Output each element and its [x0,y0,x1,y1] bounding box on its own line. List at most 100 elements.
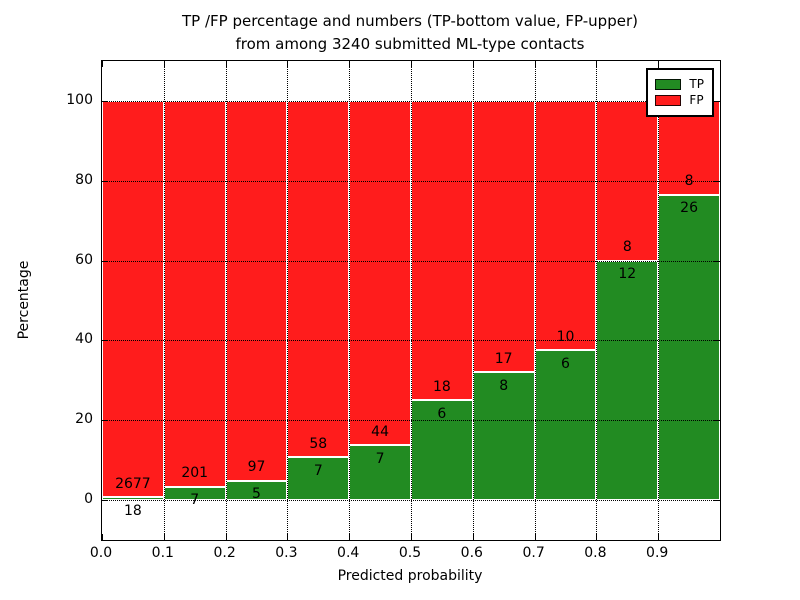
fp-count-label: 10 [556,328,575,345]
bar-labels-layer: 2677 18 201 7 97 5 58 7 44 7 18 6 17 8 10 6 8 12 8 26 [102,61,720,540]
gridline-vertical [411,61,412,540]
chart-title-line1: TP /FP percentage and numbers (TP-bottom… [182,12,638,30]
x-tick-mark [287,61,289,67]
y-tick-label: 100 [66,91,93,108]
x-tick-mark [102,534,103,540]
tp-count-label: 12 [618,266,637,283]
x-tick-mark [411,61,412,67]
y-tick-mark [102,260,108,262]
x-tick-label: 0.5 [398,545,422,561]
bar-segment-fp [102,100,164,498]
y-tick-label: 60 [75,251,93,268]
tp-count-label: 18 [123,502,142,519]
y-tick-mark [102,420,108,422]
y-tick-mark [714,260,720,262]
fp-count-label: 17 [494,350,513,367]
y-tick-mark [714,500,720,502]
x-tick-mark [287,534,289,540]
x-tick-label: 0.7 [522,545,545,561]
x-tick-label: 0.4 [337,545,360,561]
y-tick-mark [714,420,720,422]
x-tick-mark [534,534,536,540]
fp-count-label: 2677 [115,475,151,492]
x-tick-label: 0.8 [584,545,607,561]
x-tick-mark [349,534,351,540]
x-axis-label: Predicted probability [337,568,483,584]
x-tick-mark [472,534,474,540]
x-tick-label: 0.3 [275,545,298,561]
x-tick-mark [658,534,660,540]
y-tick-label: 20 [75,411,93,428]
bar-segment-tp [102,497,164,501]
y-tick-mark [714,340,720,342]
y-tick-label: 0 [84,491,93,508]
bar-segment-tp [534,350,597,501]
bar-segment-tp [472,372,535,501]
tp-count-label: 7 [375,450,385,467]
fp-count-label: 97 [247,458,266,475]
chart-title-line2: from among 3240 submitted ML-type contac… [235,35,585,53]
tp-count-label: 7 [313,462,323,479]
legend-label-tp: TP [689,77,704,91]
x-tick-mark [596,534,598,540]
tp-count-label: 7 [190,492,200,509]
fp-count-label: 44 [371,423,390,440]
x-tick-label: 0.1 [151,545,174,561]
fp-count-label: 18 [432,378,451,395]
fp-count-label: 58 [309,435,328,452]
fp-count-label: 8 [684,173,694,190]
bar-segment-fp [411,100,473,401]
tp-count-label: 26 [680,200,699,217]
x-tick-mark [411,534,412,540]
x-tick-mark [102,61,103,67]
x-tick-mark [163,61,165,67]
chart-title: TP /FP percentage and numbers (TP-bottom… [101,10,719,56]
bar-segment-tp [658,194,720,501]
x-tick-mark [596,61,598,67]
fp-count-label: 8 [622,239,632,255]
y-tick-label: 80 [75,171,93,188]
x-tick-mark [534,61,536,67]
tp-count-label: 8 [499,377,509,394]
bars-layer [102,61,720,540]
y-tick-mark [714,180,720,182]
gridline-vertical [658,61,660,540]
legend: TP FP [646,68,714,117]
x-tick-mark [472,61,474,67]
gridline-vertical [534,61,536,540]
plot-area: 2677 18 201 7 97 5 58 7 44 7 18 6 17 8 10 6 8 12 8 26 TP FP [101,60,721,541]
y-tick-mark [102,500,108,502]
x-tick-label: 0.0 [89,545,113,561]
bar-segment-fp [472,100,535,373]
grid-layer [102,61,720,540]
ticks-layer [102,61,720,540]
bar-segment-tp [287,457,350,501]
gridline-vertical [472,61,474,540]
gridline-vertical [225,61,227,540]
fp-count-label: 201 [181,465,209,482]
legend-item-fp: FP [655,94,704,107]
y-tick-mark [102,100,108,102]
y-tick-mark [102,340,108,342]
x-tick-label: 0.9 [646,545,669,561]
x-tick-mark [163,534,165,540]
x-tick-mark [225,534,227,540]
gridline-vertical [287,61,289,540]
x-tick-label: 0.2 [213,545,236,561]
tp-color-swatch [655,79,682,90]
gridline-vertical [349,61,351,540]
gridline-vertical [163,61,165,540]
x-tick-mark [225,61,227,67]
fp-color-swatch [655,95,682,106]
x-tick-mark [349,61,351,67]
tp-count-label: 6 [561,355,570,372]
y-tick-mark [102,180,108,182]
legend-label-fp: FP [689,93,704,107]
x-tick-mark [658,61,660,67]
y-axis-label: Percentage [16,260,32,340]
y-tick-label: 40 [75,331,93,348]
legend-item-tp: TP [655,78,704,91]
x-tick-label: 0.6 [460,545,483,561]
y-tick-mark [714,100,720,102]
